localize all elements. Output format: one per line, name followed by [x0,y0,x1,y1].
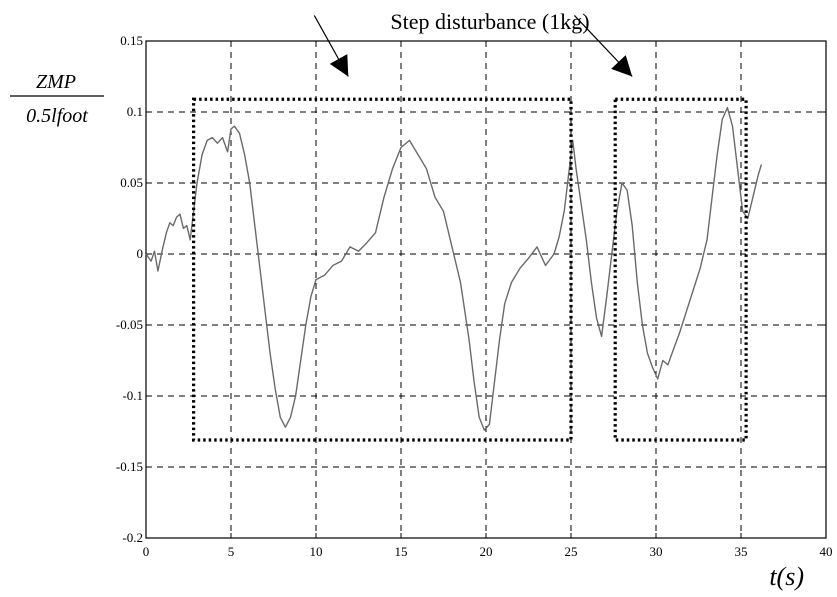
disturbance-box [192,97,573,442]
x-tick-label: 10 [310,544,323,559]
y-axis-label-numerator: ZMP [36,71,76,93]
x-tick-label: 20 [480,544,493,559]
arrow-head [611,55,633,77]
x-tick-label: 40 [820,544,833,559]
zmp-series-line [145,107,763,431]
x-tick-label: 35 [735,544,748,559]
y-tick-label: -0.1 [122,388,143,403]
y-tick-label: 0.15 [120,33,143,48]
y-tick-label: -0.15 [116,459,143,474]
y-axis-label-denominator: 0.5lfoot [26,105,88,127]
y-tick-label: 0.05 [120,175,143,190]
y-tick-label: 0 [137,246,144,261]
y-tick-label: -0.2 [122,530,143,545]
x-axis-label: t(s) [769,562,804,591]
arrow-head [329,54,349,77]
annotation-label: Step disturbance (1kg) [390,9,589,34]
y-tick-label: -0.05 [116,317,143,332]
x-tick-label: 30 [650,544,663,559]
y-tick-label: 0.1 [127,104,143,119]
annotations [192,15,748,442]
disturbance-box [613,97,748,442]
grid [146,41,826,538]
axes: 0 5 10 15 20 25 30 35 40 -0.2 -0.15 -0.1 -0.05 0 0.05 0… [116,33,833,559]
x-tick-label: 5 [228,544,235,559]
x-tick-label: 0 [143,544,150,559]
x-tick-label: 25 [565,544,578,559]
x-tick-label: 15 [395,544,408,559]
data-series [145,107,763,431]
